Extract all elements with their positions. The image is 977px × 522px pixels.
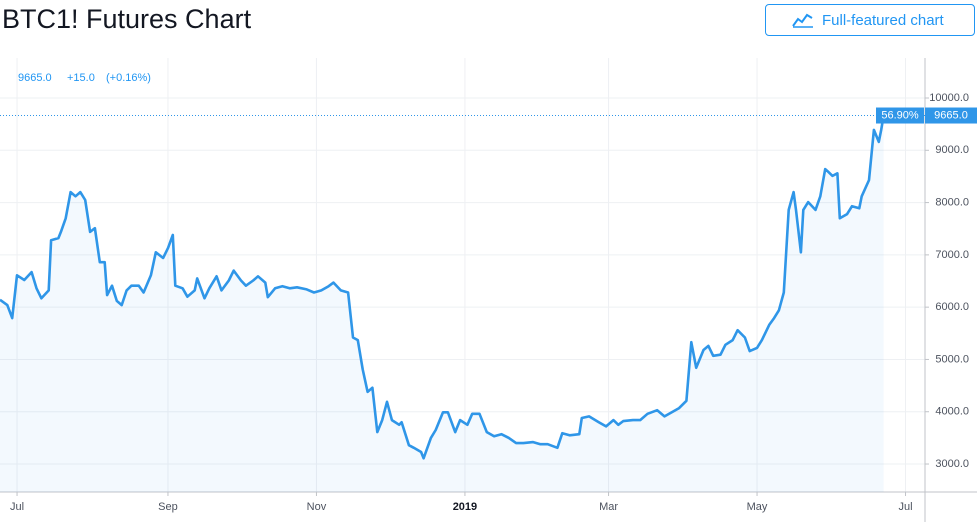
chart-icon xyxy=(792,13,813,28)
x-tick-label: Nov xyxy=(307,501,327,513)
y-tick-label: 5000.0 xyxy=(935,353,969,365)
x-tick-label: Jul xyxy=(898,501,912,513)
quote-change: +15.0 xyxy=(67,72,95,84)
area-fill xyxy=(0,115,884,492)
price-tag-bg xyxy=(925,107,977,124)
page-title: BTC1! Futures Chart xyxy=(2,4,252,34)
y-tick-label: 3000.0 xyxy=(935,458,969,470)
full-chart-button[interactable]: Full-featured chart xyxy=(765,4,975,36)
x-tick-label: Jul xyxy=(10,501,24,513)
price-line xyxy=(0,115,885,460)
y-tick-label: 4000.0 xyxy=(935,406,969,418)
y-tick-label: 8000.0 xyxy=(935,196,969,208)
plot-background xyxy=(0,58,925,492)
x-tick-label: Sep xyxy=(158,501,178,513)
x-tick-label: Mar xyxy=(599,501,618,513)
y-tick-label: 7000.0 xyxy=(935,249,969,261)
y-tick-label: 10000.0 xyxy=(929,92,969,104)
percent-tag: 56.90% xyxy=(881,109,919,121)
y-tick-label: 6000.0 xyxy=(935,301,969,313)
percent-tag-bg xyxy=(876,107,924,124)
button-label: Full-featured chart xyxy=(822,11,944,29)
quote-change-pct: (+0.16%) xyxy=(106,72,151,84)
price-tag: 9665.0 xyxy=(934,109,968,121)
y-tick-label: 9000.0 xyxy=(935,144,969,156)
quote-last: 9665.0 xyxy=(18,72,52,84)
x-tick-label: 2019 xyxy=(453,501,477,513)
chart: 3000.0 4000.0 5000.0 6000.0 7000.0 8000.0 9000… xyxy=(0,58,977,522)
x-tick-label: May xyxy=(747,501,768,513)
